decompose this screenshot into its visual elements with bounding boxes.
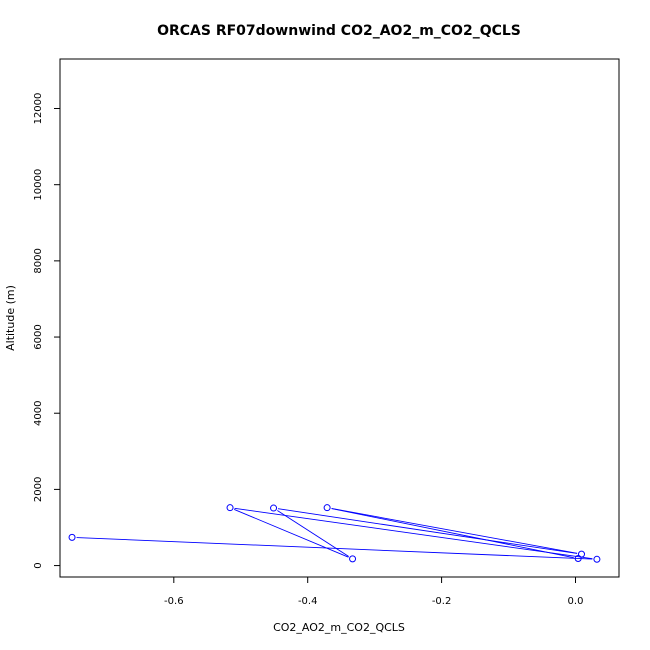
y-tick-label: 0 <box>33 562 44 568</box>
x-tick-label: 0.0 <box>568 596 584 607</box>
series-line-segment <box>331 508 578 554</box>
series-line-segment <box>76 537 593 560</box>
x-axis-label: CO2_AO2_m_CO2_QCLS <box>273 621 405 634</box>
series-points <box>68 504 601 563</box>
x-tick-label: -0.2 <box>432 596 452 607</box>
y-axis-label: Altitude (m) <box>4 285 17 351</box>
data-point <box>323 504 331 512</box>
chart-title: ORCAS RF07downwind CO2_AO2_m_CO2_QCLS <box>157 23 521 39</box>
series-line-segment <box>331 508 574 559</box>
series-line-segment <box>234 509 349 558</box>
series-lines <box>76 507 593 560</box>
y-tick-label: 8000 <box>33 248 44 273</box>
data-point <box>349 555 357 563</box>
y-axis: 0 2000 4000 6000 8000 10000 12000 <box>33 93 60 569</box>
data-point <box>68 533 76 541</box>
data-point <box>270 504 278 512</box>
data-point <box>226 504 234 512</box>
plot-frame <box>59 58 620 578</box>
series-line-segment <box>277 510 350 557</box>
y-tick-label: 4000 <box>33 400 44 425</box>
x-axis: -0.6 -0.4 -0.2 0.0 <box>164 577 583 607</box>
y-tick-label: 6000 <box>33 324 44 349</box>
data-point <box>593 555 601 563</box>
y-tick-label: 12000 <box>33 93 44 125</box>
data-point <box>578 550 586 558</box>
x-tick-label: -0.4 <box>298 596 318 607</box>
series-line-segment <box>234 507 593 560</box>
data-point <box>574 555 582 563</box>
x-tick-label: -0.6 <box>164 596 184 607</box>
y-tick-label: 2000 <box>33 477 44 502</box>
y-tick-label: 10000 <box>33 169 44 201</box>
series-line-segment <box>277 508 578 554</box>
